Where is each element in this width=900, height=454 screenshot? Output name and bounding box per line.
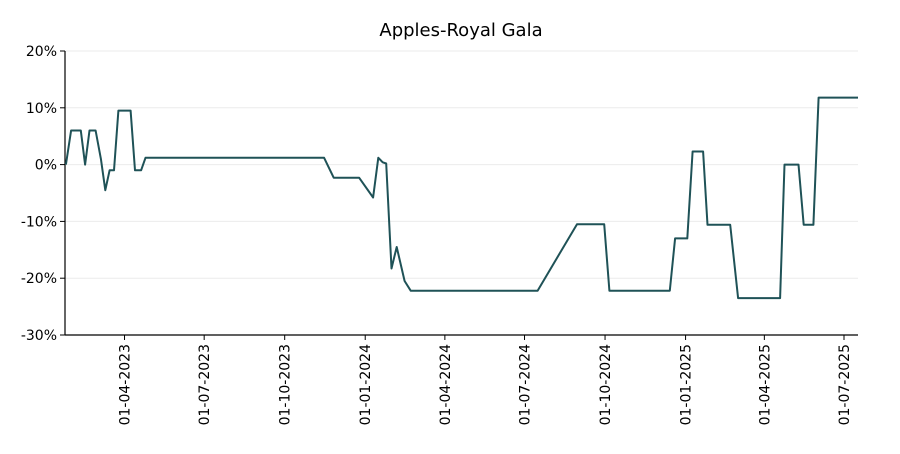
x-tick-label: 01-07-2024 <box>518 344 534 425</box>
x-tick-label: 01-10-2023 <box>278 344 294 425</box>
axes: -30% -20% -10% 0% 10% 20% 01-04-2023 01-07-2023… <box>21 44 858 425</box>
y-tick-label: -20% <box>21 271 57 287</box>
y-tick-label: 20% <box>26 44 57 60</box>
x-tick-label: 01-07-2025 <box>837 344 853 425</box>
series-line <box>64 96 858 300</box>
x-tick-label: 01-10-2024 <box>598 344 614 425</box>
x-tick-label: 01-04-2025 <box>757 344 773 425</box>
y-tick-label: 0% <box>35 158 57 174</box>
y-tick-label: -10% <box>21 214 57 230</box>
data-series <box>64 96 858 300</box>
x-tick-label: 01-07-2023 <box>197 344 213 425</box>
x-tick-label: 01-04-2023 <box>118 344 134 425</box>
y-tick-label: 10% <box>26 101 57 117</box>
x-tick-label: 01-01-2025 <box>679 344 695 425</box>
y-tick-label: -30% <box>21 328 57 344</box>
x-tick-label: 01-01-2024 <box>358 344 374 425</box>
grid <box>65 50 858 336</box>
chart-title: Apples-Royal Gala <box>379 20 542 41</box>
x-tick-label: 01-04-2024 <box>438 344 454 425</box>
